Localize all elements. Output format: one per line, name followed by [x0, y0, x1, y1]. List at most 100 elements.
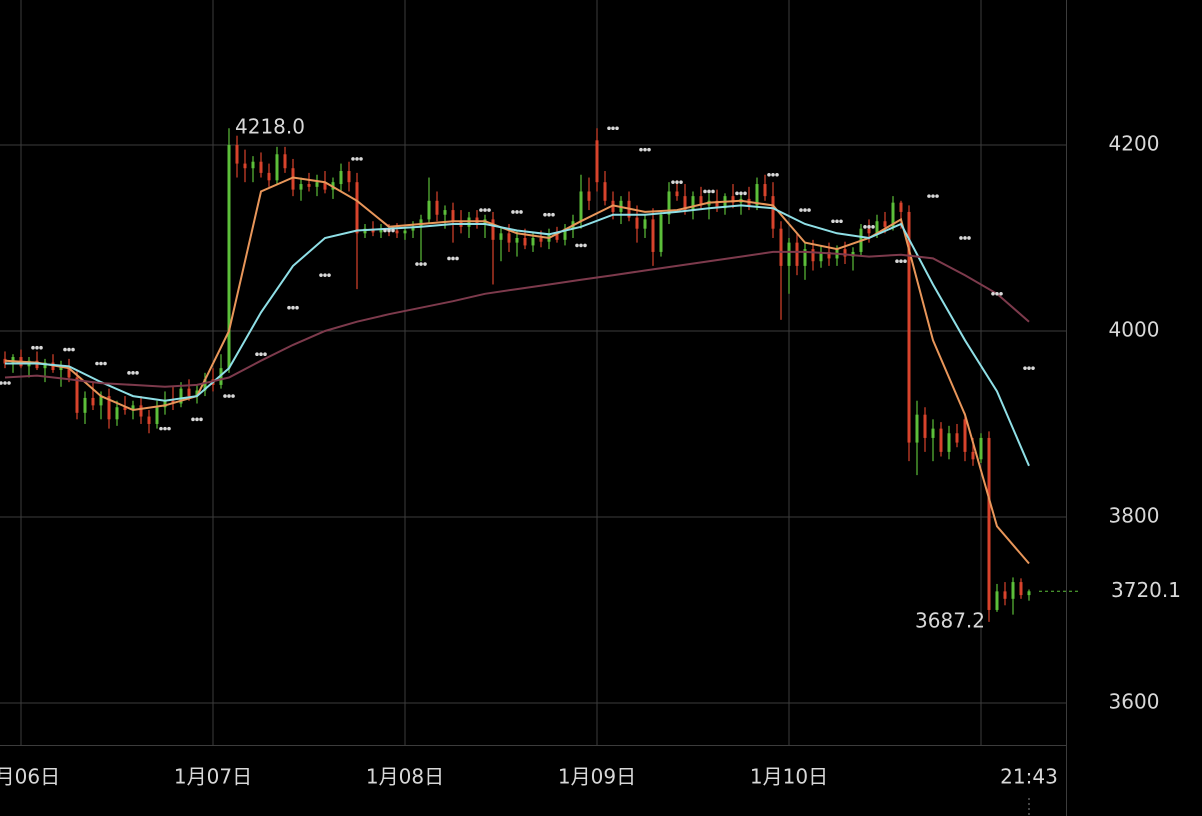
candle-body	[107, 396, 111, 420]
sar-dot	[871, 225, 875, 229]
candle-body	[395, 230, 399, 234]
sar-dot	[3, 381, 7, 385]
sar-dot	[543, 212, 547, 217]
candle-body	[595, 140, 599, 183]
sar-dot	[35, 345, 39, 350]
sar-dot	[959, 236, 963, 240]
sar-dot	[775, 172, 779, 177]
candle-body	[659, 214, 663, 252]
sar-dot	[263, 352, 267, 357]
candle-body	[883, 221, 887, 227]
sar-dot	[295, 305, 299, 310]
candle-body	[251, 161, 255, 169]
candle-body	[867, 228, 871, 234]
candle-body	[403, 230, 407, 234]
candle-body	[643, 219, 647, 229]
candle-body	[523, 237, 527, 246]
sar-dot	[355, 157, 359, 161]
candle-body	[579, 191, 583, 222]
sar-dot	[579, 243, 583, 248]
moving-average-line	[4, 176, 1030, 565]
sar-dot	[351, 157, 355, 161]
sar-dot	[419, 262, 423, 266]
sar-dot	[547, 212, 551, 217]
sar-dot	[511, 210, 515, 214]
candle-body	[91, 397, 95, 406]
moving-average-line	[5, 204, 1030, 467]
candle-body	[995, 591, 999, 610]
sar-dot	[899, 259, 903, 264]
candle-body	[683, 196, 687, 211]
sar-dot	[359, 157, 363, 161]
candle-body	[779, 228, 783, 266]
sar-dot	[1023, 366, 1027, 370]
candle-body	[307, 184, 311, 187]
sar-dot	[7, 381, 11, 385]
candle-body	[339, 171, 343, 185]
candle-body	[219, 368, 223, 385]
sar-dot	[967, 236, 971, 240]
sar-dot	[95, 361, 99, 366]
candle-body	[147, 416, 151, 424]
sar-dot	[383, 228, 387, 233]
y-tick-label: 3600	[1109, 689, 1160, 713]
candle-body	[635, 217, 639, 229]
candle-body	[443, 210, 447, 215]
candle-body	[955, 433, 959, 443]
sar-dot	[807, 208, 811, 212]
candle-body	[259, 161, 263, 173]
sar-dot	[675, 180, 679, 184]
y-tick-label: 3800	[1109, 503, 1160, 527]
candle-body	[163, 400, 167, 408]
candle-body	[283, 154, 287, 169]
sar-dot	[451, 256, 455, 261]
sar-dot	[639, 147, 643, 152]
sar-dot	[611, 126, 615, 131]
sar-dot	[999, 291, 1003, 296]
candle-body	[195, 390, 199, 397]
sar-dot	[671, 180, 675, 184]
candle-body	[939, 428, 943, 452]
sar-dot	[867, 225, 871, 229]
candle-body	[731, 196, 735, 203]
y-tick-label: 4200	[1109, 131, 1160, 155]
high-label: 4218.0	[235, 115, 305, 139]
candle-body	[347, 171, 351, 183]
sar-dot	[127, 371, 131, 375]
candle-body	[603, 182, 607, 201]
sar-dot	[231, 394, 235, 398]
candle-body	[515, 237, 519, 243]
sar-dot	[71, 347, 75, 352]
sar-dot	[647, 147, 651, 152]
candle-body	[203, 379, 207, 391]
sar-dot	[963, 236, 967, 240]
candle-body	[155, 407, 159, 424]
sar-dot	[679, 180, 683, 184]
candle-body	[875, 221, 879, 234]
sar-dot	[387, 228, 391, 233]
candle-body	[1019, 582, 1023, 596]
candle-body	[179, 388, 183, 404]
moving-average-line	[4, 250, 1030, 388]
candle-body	[323, 182, 327, 190]
x-tick-label: 1月07日	[174, 765, 252, 789]
sar-dot	[863, 225, 867, 229]
candle-body	[963, 419, 967, 452]
candle-body	[771, 196, 775, 229]
candle-body	[507, 233, 511, 243]
sar-dot	[191, 417, 195, 422]
last-price-label: 3720.1	[1111, 578, 1181, 602]
sar-dot	[931, 194, 935, 198]
candle-body	[267, 172, 271, 181]
candle-body	[947, 433, 951, 452]
x-tick-label: 1月06日	[0, 765, 60, 789]
candle-body	[499, 233, 503, 240]
candle-body	[843, 249, 847, 257]
candle-body	[139, 405, 143, 417]
candle-body	[131, 405, 135, 411]
candle-body	[891, 202, 895, 227]
sar-dot	[0, 381, 3, 385]
sar-dot	[575, 243, 579, 248]
sar-dot	[447, 256, 451, 261]
